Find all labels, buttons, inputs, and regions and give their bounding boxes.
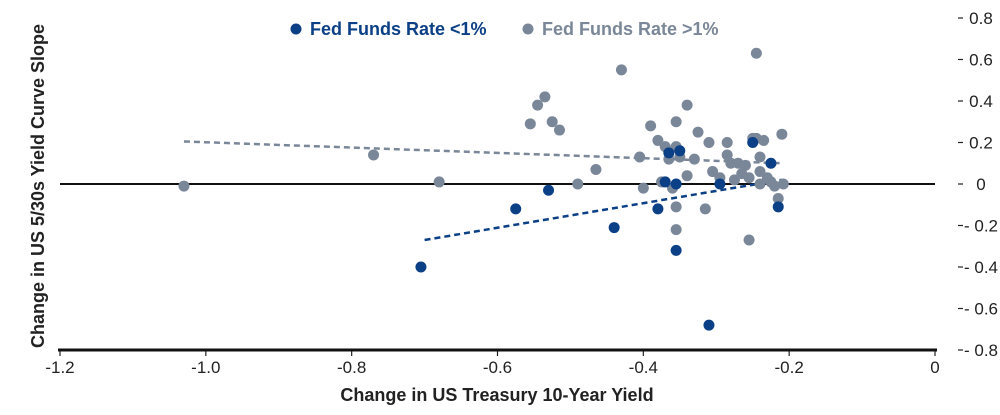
data-point-high-rate: [728, 174, 740, 186]
trendline-low-rate: [424, 178, 783, 242]
legend-item-high-rate: Fed Funds Rate >1%: [522, 19, 719, 39]
data-point-high-rate: [670, 116, 682, 128]
data-point-low-rate: [510, 203, 522, 215]
y-tick-label: 0.8: [969, 9, 993, 28]
x-tick-label: 0: [930, 358, 939, 377]
data-point-low-rate: [608, 222, 620, 234]
data-point-high-rate: [754, 166, 766, 178]
x-axis: -1.2 -1.0 -0.8 -0.6 -0.4 -0.2 0: [45, 350, 940, 377]
data-point-high-rate: [707, 166, 719, 178]
data-point-high-rate: [681, 170, 693, 182]
data-point-high-rate: [615, 64, 627, 76]
x-tick-label: -0.8: [337, 358, 366, 377]
data-point-low-rate: [670, 244, 682, 256]
y-tick-label: - 0.2: [964, 217, 998, 236]
data-points: [178, 47, 789, 331]
y-tick-label: 0.4: [969, 92, 993, 111]
data-point-low-rate: [765, 157, 777, 169]
data-point-high-rate: [532, 99, 544, 111]
data-point-high-rate: [772, 193, 784, 205]
data-point-low-rate: [747, 137, 759, 148]
data-point-high-rate: [776, 128, 788, 140]
y-tick-label: - 0.6: [964, 300, 998, 319]
x-axis-title: Change in US Treasury 10-Year Yield: [340, 385, 653, 405]
x-tick-label: -0.6: [483, 358, 512, 377]
trendlines: [183, 140, 783, 242]
y-tick-label: - 0.8: [964, 341, 998, 360]
data-point-high-rate: [743, 172, 755, 184]
data-point-high-rate: [769, 180, 781, 192]
data-point-high-rate: [546, 116, 558, 128]
data-point-high-rate: [688, 153, 700, 165]
data-point-high-rate: [681, 99, 693, 111]
x-tick-label: -1.0: [191, 358, 220, 377]
x-tick-label: -1.2: [45, 358, 74, 377]
legend-marker-low-rate: [290, 23, 302, 35]
data-point-high-rate: [670, 224, 682, 236]
data-point-high-rate: [368, 149, 380, 161]
data-point-high-rate: [721, 149, 733, 161]
data-point-low-rate: [415, 261, 427, 273]
legend-item-low-rate: Fed Funds Rate <1%: [290, 19, 487, 39]
data-point-high-rate: [754, 178, 766, 190]
y-tick-label: 0.6: [969, 51, 993, 70]
data-point-high-rate: [572, 178, 584, 190]
legend-label-high-rate: Fed Funds Rate >1%: [542, 19, 719, 39]
data-point-high-rate: [590, 163, 602, 175]
data-point-high-rate: [553, 124, 565, 136]
data-point-low-rate: [659, 176, 671, 188]
data-point-low-rate: [543, 184, 555, 196]
y-tick-label: 0.2: [969, 134, 993, 153]
data-point-high-rate: [743, 234, 755, 246]
data-point-high-rate: [178, 180, 190, 192]
y-axis: 0.8 0.6 0.4 0.2 0 - 0.2 - 0.4 - 0.6 - 0.8: [958, 9, 998, 360]
data-point-high-rate: [703, 137, 715, 148]
data-point-high-rate: [637, 182, 649, 194]
data-point-high-rate: [699, 203, 711, 215]
data-point-high-rate: [758, 134, 770, 146]
data-point-high-rate: [652, 134, 664, 146]
x-tick-label: -0.4: [629, 358, 658, 377]
data-point-low-rate: [772, 201, 784, 213]
data-point-high-rate: [750, 47, 762, 59]
data-point-high-rate: [754, 151, 766, 163]
data-point-high-rate: [721, 137, 733, 148]
data-point-low-rate: [652, 203, 664, 215]
data-point-high-rate: [777, 178, 789, 190]
data-point-high-rate: [539, 91, 551, 103]
data-point-low-rate: [703, 319, 715, 331]
y-axis-title: Change in US 5/30s Yield Curve Slope: [28, 24, 48, 348]
data-point-low-rate: [714, 178, 726, 190]
data-point-high-rate: [739, 159, 751, 171]
data-point-high-rate: [524, 118, 536, 130]
legend: Fed Funds Rate <1% Fed Funds Rate >1%: [290, 19, 719, 39]
data-point-high-rate: [692, 126, 704, 138]
axis-lines: [58, 183, 937, 352]
data-point-low-rate: [670, 178, 682, 190]
data-point-high-rate: [634, 151, 646, 163]
data-point-low-rate: [663, 147, 675, 159]
x-tick-label: -0.2: [775, 358, 804, 377]
data-point-low-rate: [674, 145, 686, 157]
data-point-high-rate: [645, 120, 657, 132]
legend-marker-high-rate: [522, 23, 534, 35]
data-point-high-rate: [670, 201, 682, 213]
data-point-high-rate: [433, 176, 445, 188]
y-tick-label: - 0.4: [964, 258, 998, 277]
legend-label-low-rate: Fed Funds Rate <1%: [310, 19, 487, 39]
y-tick-label: 0: [976, 175, 985, 194]
